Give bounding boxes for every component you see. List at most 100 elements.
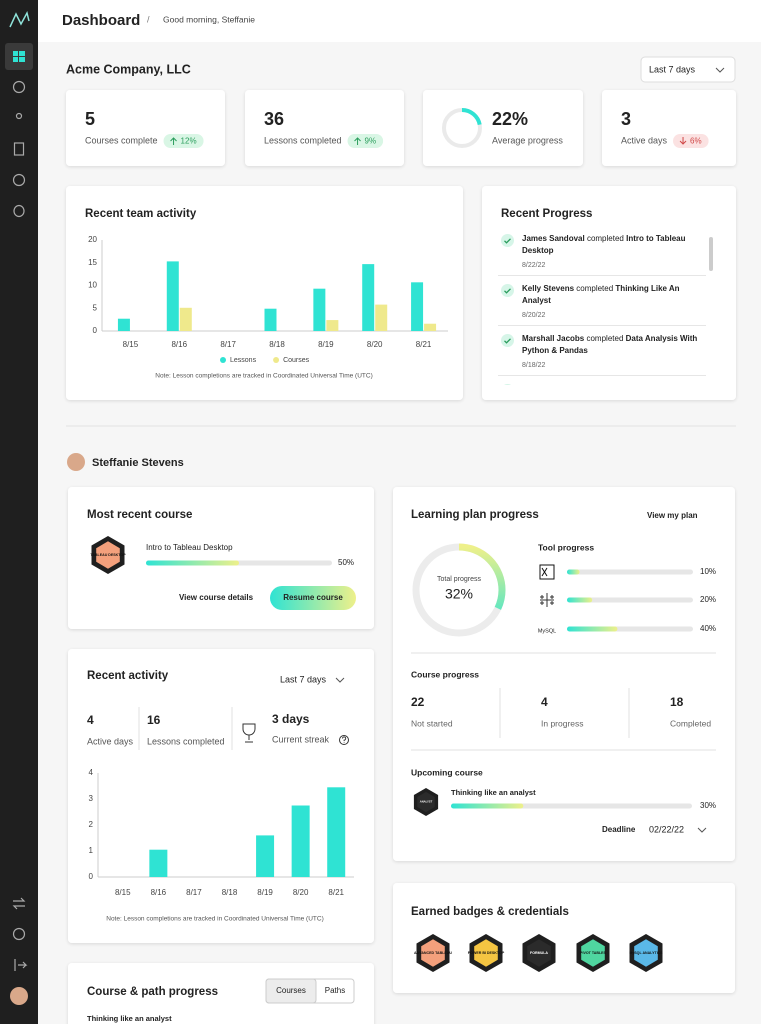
activity-label: Lessons completed [147, 736, 225, 746]
nav-dashboard-icon [13, 51, 25, 62]
progress-fill [146, 560, 239, 566]
x-tick-label: 8/18 [269, 340, 285, 349]
stat-value: 3 [621, 109, 631, 129]
badge-label: FORMULA [530, 951, 548, 955]
bar [313, 288, 326, 331]
legend-swatch [273, 357, 280, 363]
tab-label: Paths [325, 986, 345, 995]
sidebar [0, 0, 38, 1024]
breadcrumb-separator: / [147, 14, 150, 24]
badge-inner [581, 939, 605, 967]
legend-label: Courses [283, 357, 310, 364]
badge-inner [417, 791, 435, 813]
course: Thinking Like An Analyst [522, 284, 680, 305]
x-tick-label: 8/15 [123, 340, 139, 349]
change-value: 12% [181, 137, 197, 146]
course-count: 18 [670, 695, 684, 709]
name: Marshall Jacobs [522, 334, 585, 343]
logo [9, 10, 30, 28]
badge-inner [96, 541, 120, 569]
progress-track [567, 569, 693, 575]
bar [411, 282, 424, 331]
nav-check[interactable] [12, 173, 26, 187]
verb: completed [576, 284, 614, 293]
tab-label: Courses [276, 986, 306, 995]
card-title: Most recent course [87, 509, 192, 521]
badge-label: PIVOT TABLES [580, 951, 606, 955]
section-title: Tool progress [538, 542, 594, 552]
deadline-label: Deadline [602, 825, 636, 834]
stat-label: Courses complete [85, 135, 158, 145]
path-item: Thinking like an analyst [87, 1014, 172, 1023]
card [393, 487, 735, 861]
change-chip [347, 134, 384, 148]
activity-value: 16 [147, 713, 161, 727]
bar [327, 787, 346, 877]
nav-active[interactable] [5, 43, 33, 70]
range-label: Last 7 days [280, 674, 327, 684]
ring-caption: Total progress [437, 576, 481, 583]
course-count-label: Completed [670, 718, 711, 728]
badge-inner [634, 939, 658, 967]
verb: completed [587, 384, 624, 385]
course-name: Intro to Tableau Desktop [146, 543, 233, 552]
range-label: Last 7 days [649, 64, 696, 74]
y-tick-label: 10 [88, 281, 97, 290]
greeting: Good morning, Steffanie [163, 14, 255, 24]
resume-button[interactable] [270, 586, 356, 610]
tableau-icon [540, 593, 554, 607]
course-count: 22 [411, 695, 425, 709]
course-name: Thinking like an analyst [451, 788, 536, 797]
name: James Sandoval [522, 234, 585, 243]
check-icon [501, 334, 514, 347]
course-count-label: Not started [411, 718, 453, 728]
legend-swatch [220, 357, 226, 363]
bar [264, 308, 277, 331]
badge-label: TABLEAU DESKTOP [90, 553, 126, 557]
x-tick-label: 8/20 [293, 888, 309, 897]
scrollbar [709, 237, 713, 271]
nav-avatar[interactable] [10, 987, 28, 1005]
chart-note: Note: Lesson completions are tracked in … [155, 373, 372, 380]
verb: completed [586, 334, 624, 343]
nav-play[interactable] [12, 80, 26, 94]
chart-note: Note: Lesson completions are tracked in … [106, 916, 323, 923]
range-dropdown[interactable] [640, 56, 736, 83]
course-count: 4 [541, 695, 548, 709]
tab-active[interactable] [265, 978, 317, 1004]
excel-mark [541, 567, 548, 577]
recent-progress-list: James Sandoval completed Intro to Tablea… [498, 231, 706, 385]
check-icon [501, 234, 514, 247]
stat-value: 5 [85, 109, 95, 129]
nav-db[interactable] [13, 204, 25, 218]
badge-label: ANALYST [420, 800, 433, 804]
progress-fill [567, 597, 593, 603]
ring-value [442, 108, 482, 148]
check-icon [504, 384, 511, 385]
stat-value: 36 [264, 109, 284, 129]
verb: completed [586, 234, 624, 243]
nav-switch[interactable] [12, 897, 26, 910]
bar [424, 323, 437, 331]
stat-label: Average progress [492, 135, 563, 145]
badge-inner [421, 939, 445, 967]
x-tick-label: 8/19 [318, 340, 334, 349]
nav-doc[interactable] [13, 142, 25, 156]
help-icon [339, 735, 349, 745]
course: Intro to Tableau Desktop [522, 234, 686, 255]
x-tick-label: 8/19 [257, 888, 273, 897]
nav-info[interactable] [12, 927, 26, 941]
x-tick-label: 8/16 [171, 340, 187, 349]
nav-logout[interactable] [14, 959, 28, 971]
trophy-icon [242, 723, 256, 743]
card [68, 963, 374, 1024]
card [66, 186, 463, 400]
change-arrow [354, 137, 361, 145]
badge-label: POWER BI DESKTOP [468, 951, 505, 955]
bar [326, 320, 339, 331]
activity-label: Current streak [272, 734, 330, 744]
progress-item: James Sandoval completed Excel Charts & … [498, 381, 706, 385]
badge-inner [474, 939, 498, 967]
details-link: View course details [179, 593, 254, 602]
nav-team[interactable] [15, 112, 23, 120]
